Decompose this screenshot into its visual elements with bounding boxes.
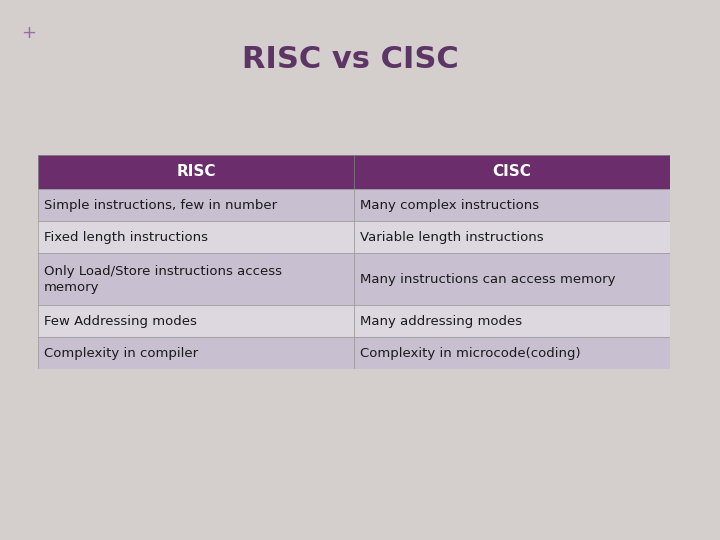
Text: +: + bbox=[22, 24, 37, 42]
Text: Only Load/Store instructions access
memory: Only Load/Store instructions access memo… bbox=[44, 265, 282, 294]
Text: Complexity in compiler: Complexity in compiler bbox=[44, 347, 198, 360]
Text: Many addressing modes: Many addressing modes bbox=[360, 314, 522, 327]
Text: Fixed length instructions: Fixed length instructions bbox=[44, 231, 208, 244]
FancyBboxPatch shape bbox=[38, 305, 354, 337]
FancyBboxPatch shape bbox=[38, 155, 354, 189]
Text: Many instructions can access memory: Many instructions can access memory bbox=[360, 273, 616, 286]
FancyBboxPatch shape bbox=[38, 337, 354, 369]
FancyBboxPatch shape bbox=[354, 221, 670, 253]
Text: Many complex instructions: Many complex instructions bbox=[360, 199, 539, 212]
Text: RISC: RISC bbox=[176, 165, 216, 179]
FancyBboxPatch shape bbox=[354, 189, 670, 221]
FancyBboxPatch shape bbox=[38, 253, 354, 305]
Text: RISC vs CISC: RISC vs CISC bbox=[242, 45, 459, 75]
FancyBboxPatch shape bbox=[38, 189, 354, 221]
Text: Few Addressing modes: Few Addressing modes bbox=[44, 314, 197, 327]
FancyBboxPatch shape bbox=[354, 253, 670, 305]
Text: CISC: CISC bbox=[492, 165, 531, 179]
Text: Variable length instructions: Variable length instructions bbox=[360, 231, 544, 244]
FancyBboxPatch shape bbox=[354, 305, 670, 337]
FancyBboxPatch shape bbox=[38, 221, 354, 253]
FancyBboxPatch shape bbox=[354, 155, 670, 189]
FancyBboxPatch shape bbox=[354, 337, 670, 369]
Text: Complexity in microcode(coding): Complexity in microcode(coding) bbox=[360, 347, 580, 360]
Text: Simple instructions, few in number: Simple instructions, few in number bbox=[44, 199, 277, 212]
